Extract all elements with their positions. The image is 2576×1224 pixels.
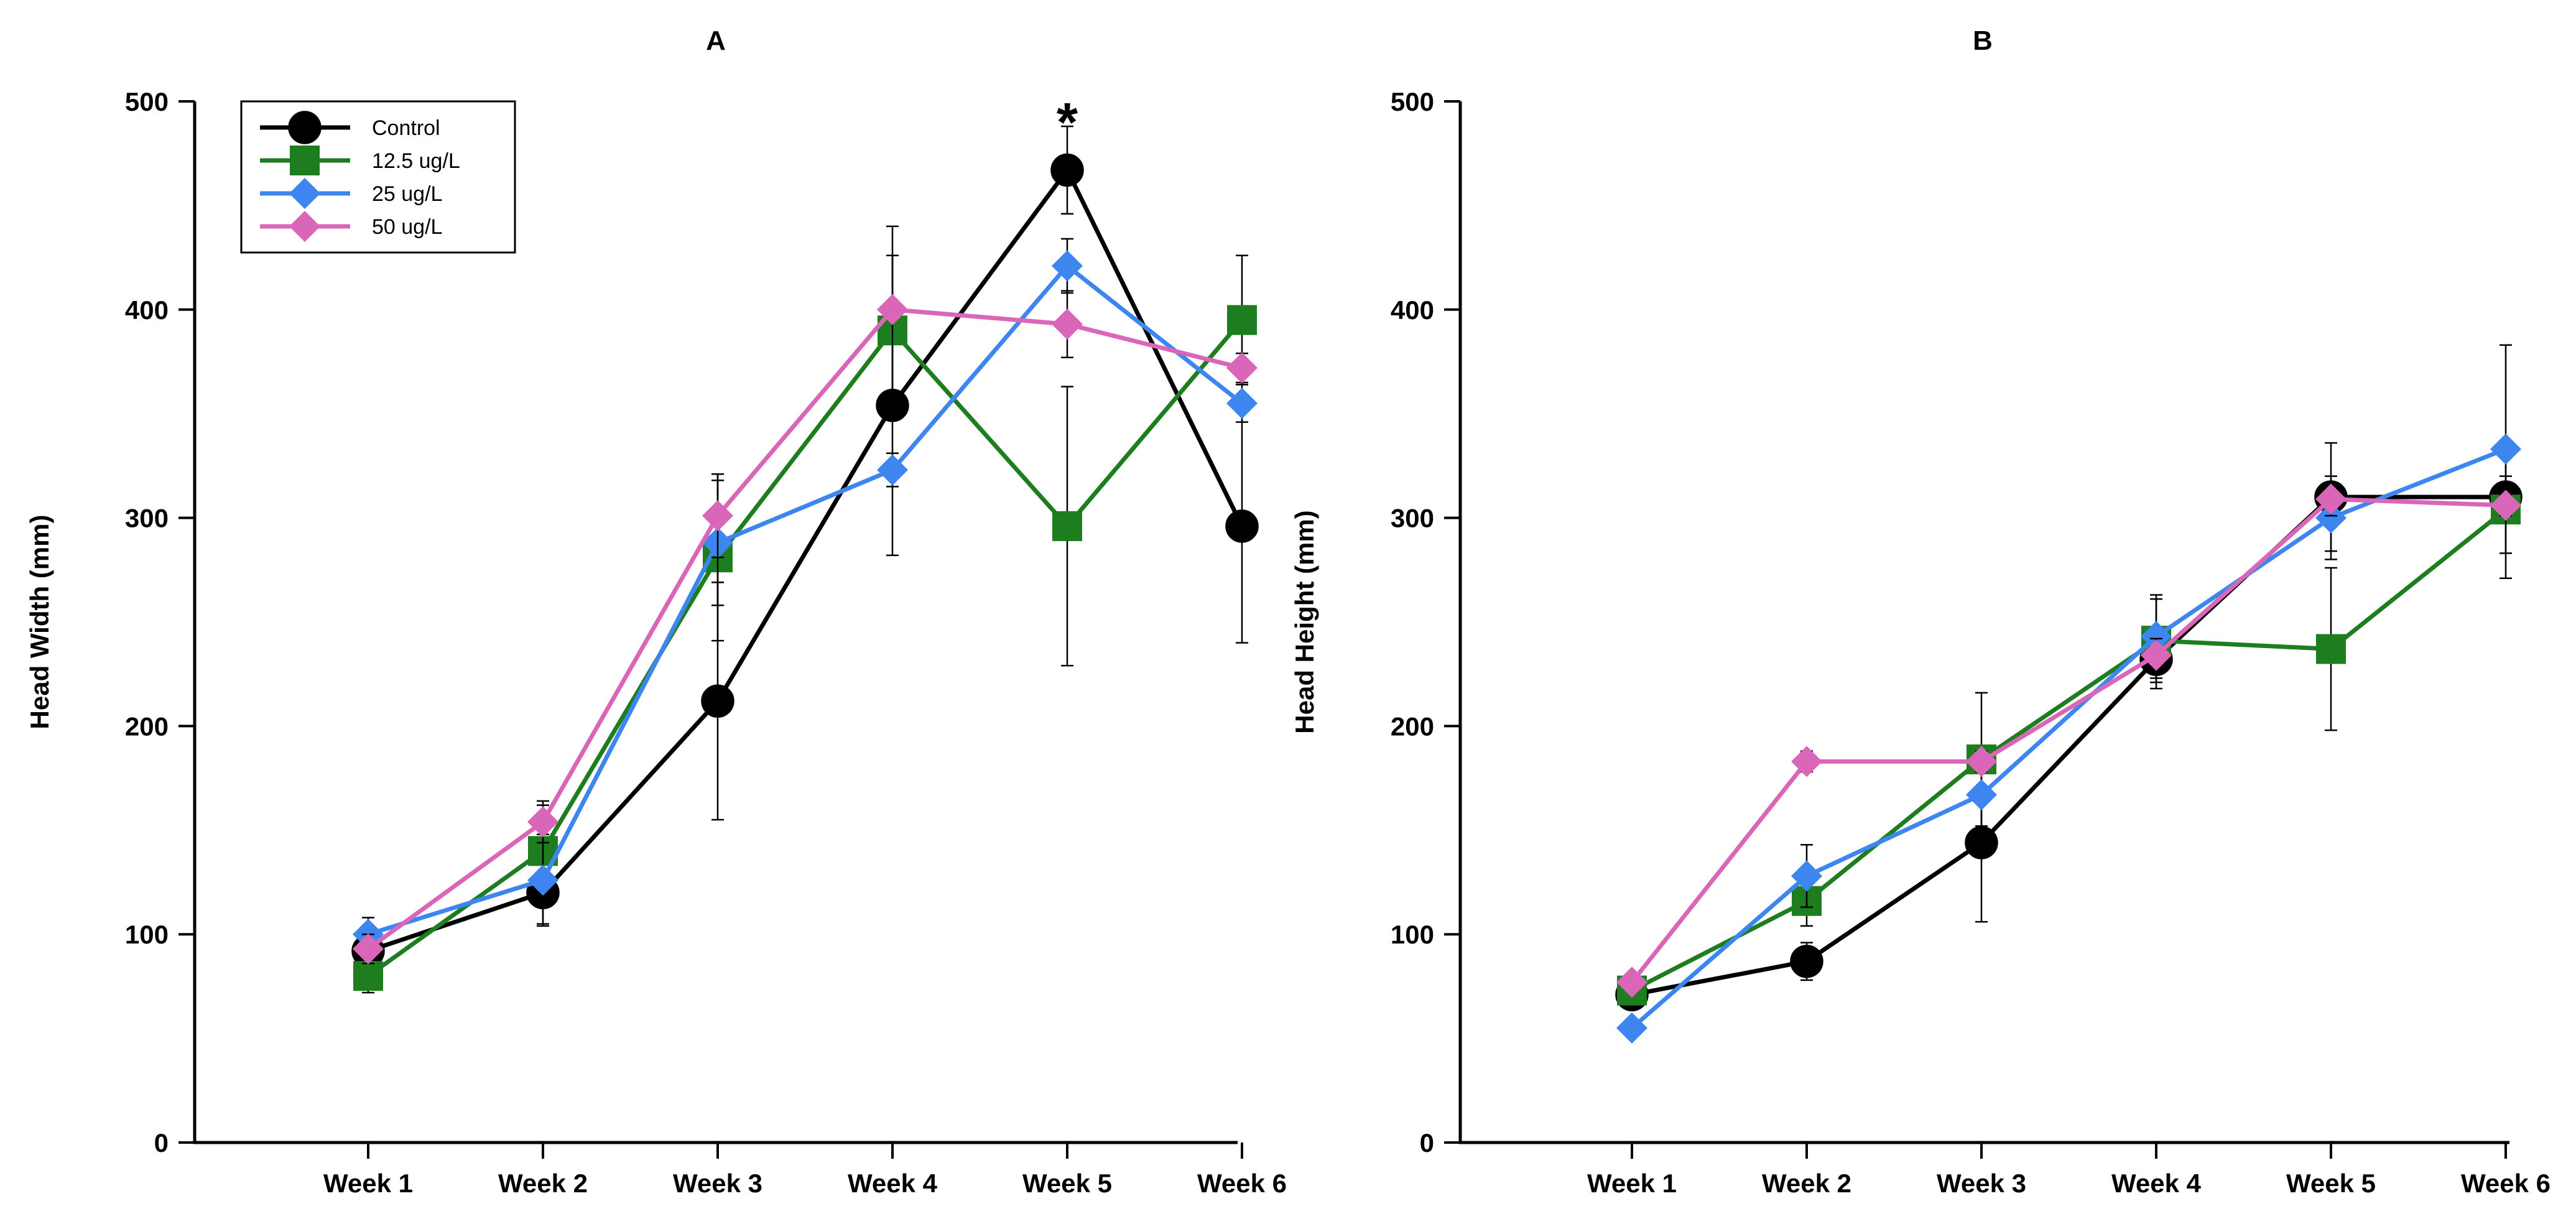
data-point-control-week-2 — [1790, 944, 1823, 978]
legend-label-control: Control — [372, 116, 440, 140]
series-line-50-ug-l — [1630, 496, 2506, 984]
x-tick-label-a-4: Week 4 — [848, 1169, 938, 1198]
data-point-50-ug-l-week-4 — [2141, 639, 2172, 671]
x-tick-label-b-3: Week 3 — [1937, 1169, 2026, 1198]
x-tick-label-a-6: Week 6 — [1197, 1169, 1287, 1198]
data-point-25-ug-l-week-6 — [2490, 434, 2521, 465]
y-tick-label-a-300: 300 — [125, 504, 169, 533]
series-line-control — [367, 167, 1244, 953]
y-tick-label-b-200: 200 — [1391, 712, 1434, 741]
x-tick-label-b-2: Week 2 — [1762, 1169, 1851, 1198]
chart-title-a: A — [706, 26, 726, 56]
x-tick-label-a-1: Week 1 — [323, 1169, 413, 1198]
series-a-12-5-ug-l — [353, 254, 1257, 994]
data-point-50-ug-l-week-6 — [2490, 489, 2521, 521]
series-a-25-ug-l — [353, 238, 1258, 952]
data-point-25-ug-l-week-6 — [1226, 387, 1258, 419]
y-tick-label-a-0: 0 — [154, 1128, 169, 1157]
x-tick-label-b-4: Week 4 — [2111, 1169, 2202, 1198]
data-point-12-5-ug-l-week-1 — [353, 961, 383, 991]
series-line-50-ug-l — [366, 307, 1243, 951]
y-tick-label-b-400: 400 — [1391, 295, 1434, 325]
y-tick-label-b-100: 100 — [1391, 920, 1434, 949]
y-tick-label-a-100: 100 — [125, 920, 169, 949]
y-tick-label-a-400: 400 — [125, 295, 169, 325]
y-tick-label-b-500: 500 — [1391, 87, 1434, 116]
data-point-25-ug-l-week-2 — [527, 865, 558, 896]
legend-label-25-ug-l: 25 ug/L — [372, 182, 442, 206]
data-point-12-5-ug-l-week-6 — [1227, 305, 1257, 335]
y-tick-label-b-0: 0 — [1420, 1128, 1434, 1157]
data-point-control-week-6 — [1225, 509, 1259, 543]
series-line-12-5-ug-l — [366, 318, 1244, 978]
series-line-12-5-ug-l — [1631, 508, 2508, 993]
data-point-25-ug-l-week-5 — [2315, 502, 2347, 534]
data-point-12-5-ug-l-week-5 — [2316, 634, 2346, 664]
data-point-50-ug-l-week-1 — [353, 933, 384, 965]
data-point-25-ug-l-week-3 — [1966, 779, 1997, 810]
y-axis-label-a: Head Width (mm) — [25, 515, 54, 730]
legend-marker-12-5-ug-l — [290, 146, 320, 175]
significance-annotation-1: * — [1057, 91, 1078, 152]
chart-panel-a: A 0 100 200 300 400 500 Week 1 Week 2 Week 3 Week … — [25, 26, 1287, 1198]
data-point-50-ug-l-week-5 — [2315, 483, 2347, 515]
legend-marker-control — [288, 111, 322, 144]
x-tick-label-b-5: Week 5 — [2286, 1169, 2376, 1198]
legend-label-12-5-ug-l: 12.5 ug/L — [372, 149, 460, 173]
data-point-25-ug-l-week-1 — [1616, 1012, 1647, 1044]
data-point-50-ug-l-week-4 — [877, 294, 908, 325]
data-point-50-ug-l-week-2 — [1791, 746, 1822, 777]
data-point-control-week-3 — [701, 684, 734, 718]
series-b-25-ug-l — [1616, 344, 2521, 1044]
data-point-25-ug-l-week-2 — [1791, 860, 1822, 892]
y-tick-label-b-300: 300 — [1391, 504, 1434, 533]
legend-marker-50-ug-l — [289, 211, 320, 242]
data-point-50-ug-l-week-3 — [702, 500, 733, 532]
data-point-50-ug-l-week-1 — [1616, 967, 1647, 998]
data-point-control-week-5 — [1050, 153, 1084, 187]
series-b-50-ug-l — [1616, 481, 2521, 998]
data-point-12-5-ug-l-week-5 — [1052, 511, 1082, 541]
series-line-control — [1631, 494, 2506, 997]
x-tick-label-a-2: Week 2 — [498, 1169, 588, 1198]
y-tick-label-a-500: 500 — [125, 87, 169, 116]
data-point-50-ug-l-week-2 — [527, 806, 558, 838]
legend: Control 12.5 ug/L 25 ug/L 50 ug/L — [240, 100, 516, 254]
y-axis-label-b: Head Height (mm) — [1290, 510, 1319, 733]
x-tick-label-b-6: Week 6 — [2461, 1169, 2551, 1198]
data-point-25-ug-l-week-5 — [1052, 250, 1083, 282]
data-point-25-ug-l-week-4 — [877, 454, 908, 486]
data-point-50-ug-l-week-3 — [1966, 746, 1997, 777]
series-line-25-ug-l — [1630, 447, 2507, 1030]
x-tick-label-a-5: Week 5 — [1022, 1169, 1112, 1198]
data-point-25-ug-l-week-4 — [2141, 621, 2172, 652]
data-point-50-ug-l-week-6 — [1226, 352, 1258, 384]
chart-panel-b: B 0 100 200 300 400 500 Week 1 Week 2 Week 3 Week … — [1290, 26, 2551, 1198]
legend-marker-25-ug-l — [289, 178, 320, 209]
y-tick-label-a-200: 200 — [125, 712, 169, 741]
x-tick-label-b-1: Week 1 — [1587, 1169, 1677, 1198]
data-point-50-ug-l-week-5 — [1052, 308, 1083, 340]
chart-title-b: B — [1973, 26, 1993, 56]
series-a-50-ug-l — [353, 225, 1258, 965]
x-tick-label-a-3: Week 3 — [673, 1169, 762, 1198]
series-line-25-ug-l — [367, 263, 1244, 937]
legend-label-50-ug-l: 50 ug/L — [372, 215, 442, 239]
series-a-control — [351, 125, 1259, 977]
